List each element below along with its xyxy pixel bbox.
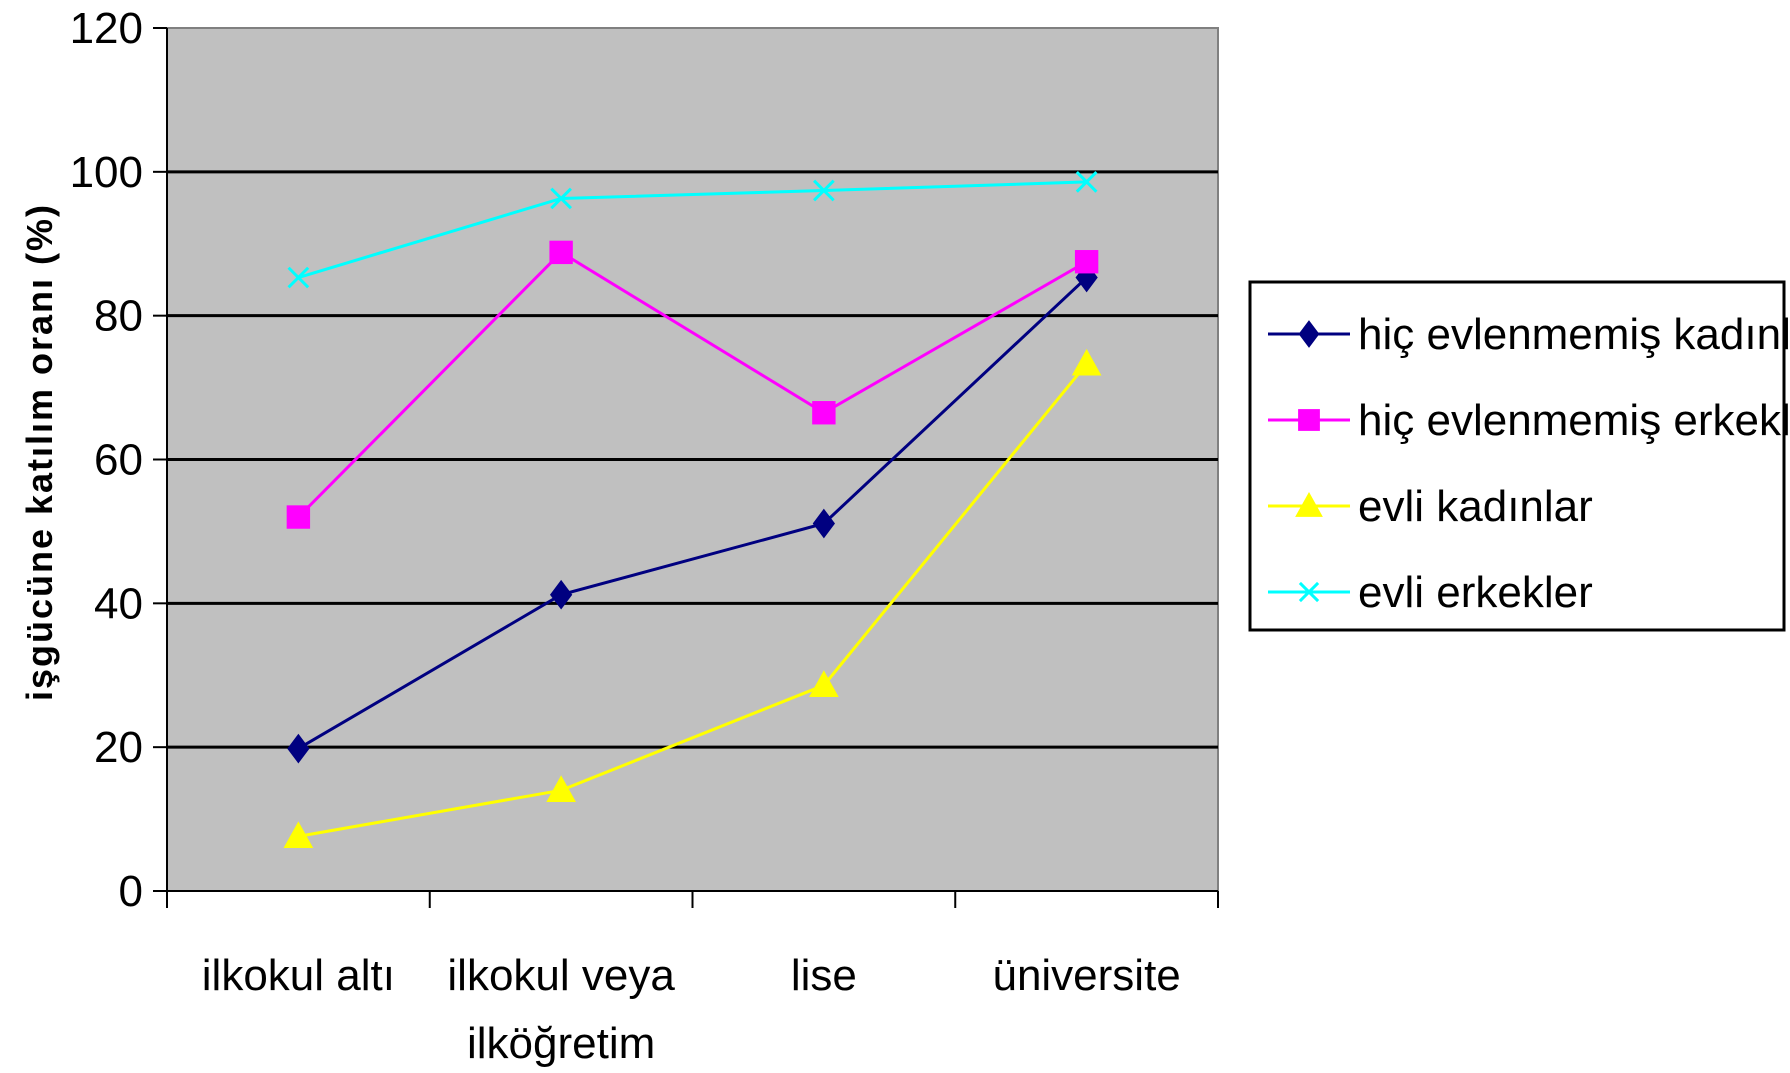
data-point bbox=[286, 505, 311, 529]
series-line bbox=[297, 276, 1088, 750]
data-point bbox=[549, 240, 573, 265]
legend-label: hiç evlenmemiş kadınlar bbox=[1358, 310, 1790, 359]
y-tick-label: 120 bbox=[70, 4, 143, 53]
series-hiç-evlenmemiş-erkekler bbox=[286, 240, 1099, 529]
series-evli-erkekler bbox=[287, 171, 1098, 289]
legend-label: evli erkekler bbox=[1358, 568, 1593, 617]
legend: hiç evlenmemiş kadınlar hiç evlenmemiş er… bbox=[1248, 280, 1790, 632]
data-point bbox=[812, 401, 836, 425]
data-point bbox=[1075, 171, 1098, 193]
legend-item: evli kadınlar bbox=[1268, 482, 1593, 531]
legend-marker bbox=[1298, 581, 1320, 603]
series-line bbox=[297, 180, 1087, 279]
y-axis-title: işgücüne katılım oranı (%) bbox=[19, 203, 60, 701]
legend-label: hiç evlenmemiş erkekler bbox=[1358, 396, 1790, 445]
series-line bbox=[298, 362, 1088, 838]
x-category-label: ilkokul veya bbox=[447, 951, 675, 1000]
data-point bbox=[550, 187, 572, 210]
x-marker-stroke bbox=[1075, 171, 1098, 193]
x-marker-stroke bbox=[550, 187, 572, 210]
plot-area bbox=[166, 27, 1219, 892]
data-point bbox=[550, 579, 573, 610]
x-category-label: ilkokul altı bbox=[202, 951, 395, 1000]
data-point bbox=[287, 733, 310, 764]
series-layer bbox=[283, 171, 1102, 849]
data-point bbox=[809, 670, 839, 698]
data-point bbox=[546, 775, 576, 803]
y-tick-label: 20 bbox=[94, 723, 143, 772]
x-category-label: ilköğretim bbox=[467, 1019, 655, 1068]
data-point bbox=[283, 821, 314, 849]
data-point bbox=[287, 266, 310, 289]
x-marker-stroke bbox=[1298, 581, 1320, 603]
legend-item: hiç evlenmemiş erkekler bbox=[1268, 396, 1790, 445]
x-category-label: üniversite bbox=[992, 951, 1180, 1000]
axes: 0 20 40 60 80 100 120 ilkokul altı ilkokul veya i… bbox=[70, 4, 1219, 1068]
data-point bbox=[1071, 348, 1102, 376]
data-point bbox=[1074, 250, 1099, 274]
y-tick-label: 60 bbox=[94, 436, 143, 485]
data-point bbox=[812, 508, 835, 539]
legend-marker bbox=[1298, 320, 1320, 348]
legend-marker bbox=[1298, 409, 1320, 431]
legend-marker bbox=[1295, 491, 1323, 517]
legend-label: evli kadınlar bbox=[1358, 482, 1593, 531]
series-evli-kadınlar bbox=[283, 348, 1102, 849]
y-tick-label: 100 bbox=[70, 148, 143, 197]
y-tick-label: 0 bbox=[119, 867, 143, 916]
x-marker-stroke bbox=[287, 266, 310, 289]
legend-item: hiç evlenmemiş kadınlar bbox=[1268, 310, 1790, 359]
y-tick-label: 40 bbox=[94, 579, 143, 628]
series-line bbox=[297, 250, 1088, 519]
x-marker-stroke bbox=[813, 179, 835, 202]
legend-box bbox=[1248, 280, 1786, 632]
y-tick-label: 80 bbox=[94, 292, 143, 341]
data-point bbox=[813, 179, 835, 202]
x-category-label: lise bbox=[791, 951, 857, 1000]
legend-item: evli erkekler bbox=[1268, 568, 1593, 617]
